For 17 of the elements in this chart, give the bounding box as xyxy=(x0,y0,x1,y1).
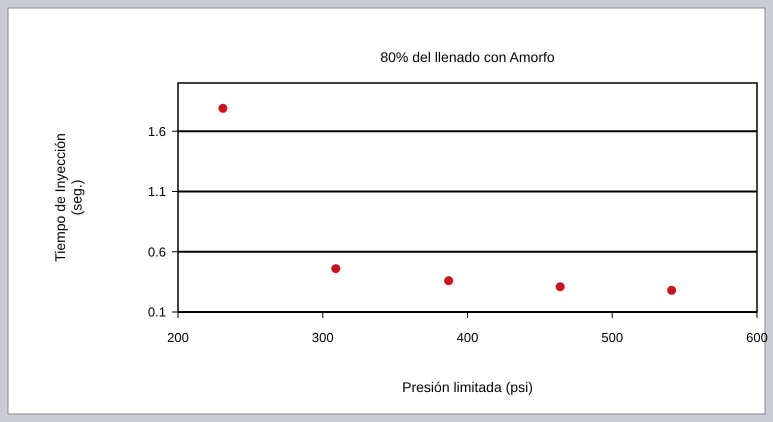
point xyxy=(331,264,340,274)
chart-title: 80% del llenado con Amorfo xyxy=(380,49,555,65)
point xyxy=(556,282,565,292)
x-tick-label: 300 xyxy=(312,330,334,345)
x-tick-label: 500 xyxy=(601,330,624,345)
y-tick-label: 0.6 xyxy=(148,244,166,260)
y-axis-title: Tiempo de Inyección (seg.) xyxy=(52,133,84,262)
x-axis-title: Presión limitada (psi) xyxy=(402,379,533,395)
y-tick-label: 0.1 xyxy=(148,304,166,320)
x-tick-label: 600 xyxy=(746,330,768,345)
point xyxy=(218,104,228,113)
x-tick-label: 400 xyxy=(456,330,478,345)
point xyxy=(444,276,454,286)
x-tick-label: 200 xyxy=(167,330,189,345)
y-tick-label: 1.1 xyxy=(148,184,166,200)
y-tick-label: 1.6 xyxy=(148,124,166,139)
point xyxy=(667,286,676,295)
